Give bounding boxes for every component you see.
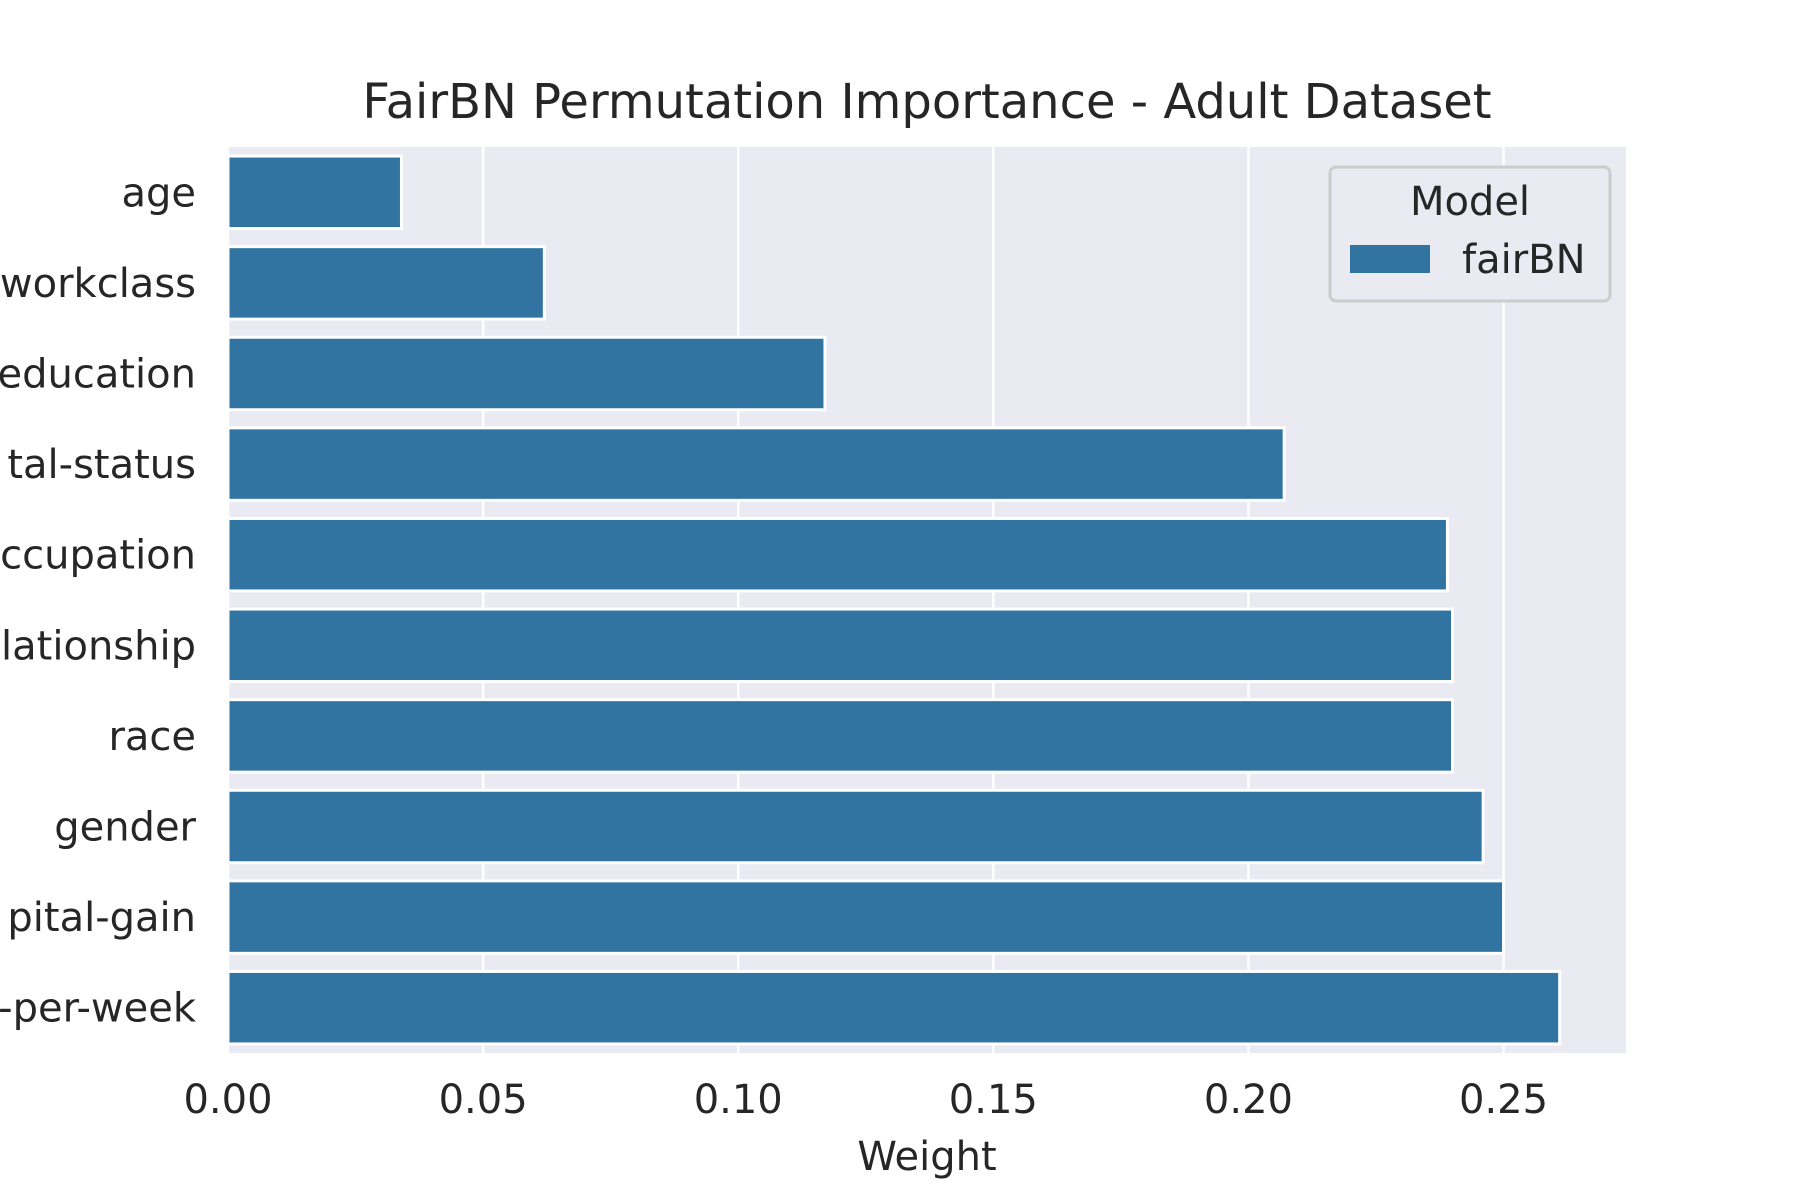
y-tick-label: ccupation [0, 533, 196, 579]
y-tick-label: -per-week [0, 986, 197, 1032]
bar-lationship [226, 607, 1455, 684]
bar-pital-gain [226, 879, 1506, 955]
x-tick-label: 0.00 [183, 1077, 272, 1123]
bar-education [226, 335, 827, 412]
bar-ccupation [226, 516, 1449, 593]
bars [226, 154, 1562, 1046]
bar-workclass [226, 245, 546, 321]
y-tick-label: workclass [0, 261, 196, 307]
bar-race [226, 698, 1455, 774]
x-tick-label: 0.05 [439, 1077, 528, 1123]
x-tick-label: 0.15 [949, 1077, 1038, 1123]
legend-title: Model [1410, 179, 1530, 225]
y-tick-label: race [108, 714, 196, 760]
chart-title: FairBN Permutation Importance - Adult Da… [362, 74, 1491, 130]
legend: Model fairBN [1328, 165, 1612, 303]
y-tick-label: gender [54, 805, 196, 851]
y-tick-label: age [121, 170, 196, 216]
x-tick-label: 0.20 [1204, 1077, 1293, 1123]
x-tick-label: 0.25 [1459, 1077, 1548, 1123]
legend-label: fairBN [1462, 237, 1586, 283]
x-tick-labels: 0.00 0.05 0.10 0.15 0.20 0.25 [183, 1077, 1548, 1123]
bar-per-week [226, 969, 1562, 1046]
bar-tal-status [226, 426, 1286, 502]
bar-gender [226, 788, 1485, 865]
y-tick-label: tal-status [7, 442, 196, 488]
legend-swatch [1350, 245, 1430, 273]
y-tick-label: education [0, 352, 196, 398]
y-tick-label: pital-gain [7, 895, 196, 941]
x-axis-label: Weight [857, 1134, 996, 1180]
x-tick-label: 0.10 [694, 1077, 783, 1123]
y-tick-labels: age workclass education tal-status ccupation… [0, 170, 197, 1031]
bar-age [226, 154, 403, 231]
y-tick-label: lationship [1, 623, 196, 669]
